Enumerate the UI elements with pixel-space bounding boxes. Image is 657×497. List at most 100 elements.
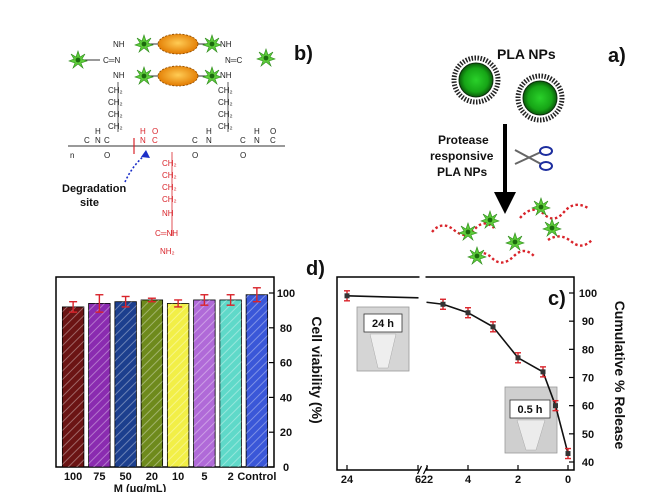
chart-c-axis-break-mark xyxy=(416,465,423,475)
chem-o: O xyxy=(152,127,158,136)
chart-c-ytick-label: 50 xyxy=(582,429,594,441)
polymer-backbone: n C N H C O N H C O C O N H C O N H C O xyxy=(68,127,285,160)
chart-c-point xyxy=(565,451,571,457)
degradation-pointer-icon xyxy=(124,150,150,183)
panel-d-letter: d) xyxy=(306,258,325,280)
chem-n: N xyxy=(206,136,212,145)
vial-05h-label: 0.5 h xyxy=(517,404,542,416)
cleaved-polymer-fragments xyxy=(431,197,593,265)
chart-c-ytick-label: 90 xyxy=(582,316,594,328)
chart-d-ylabel: Cell viability (%) xyxy=(309,316,325,423)
arrow-label-line-1: Protease xyxy=(438,133,489,147)
chart-c-ytick-label: 80 xyxy=(582,344,594,356)
arrow-label-line-2: responsive xyxy=(430,149,494,163)
chart-d-xlabel: M (μg/mL) xyxy=(114,483,167,492)
chem-nh: NH xyxy=(220,71,232,80)
chart-c-ytick-label: 70 xyxy=(582,373,594,385)
chem-ch2: CH₂ xyxy=(218,110,233,119)
panel-a-title: PLA NPs xyxy=(497,46,556,62)
conjugate-row-1: NH NH C═N N═C xyxy=(68,33,276,69)
chart-d-bars xyxy=(61,287,269,468)
chart-d-bar-hatch xyxy=(246,294,268,467)
chem-c: C xyxy=(152,136,158,145)
lysine-side-chain: CH₂ CH₂ CH₂ CH₂ NH C═NH NH₂ xyxy=(155,152,178,256)
chart-d-bar-hatch xyxy=(167,303,189,467)
chart-c-ytick-label: 40 xyxy=(582,457,594,469)
panel-a-letter: a) xyxy=(608,45,626,67)
chart-d-xtick-label: 20 xyxy=(146,471,158,483)
down-arrow-icon xyxy=(494,124,516,214)
panel-d: d) Cell viability (%) M (μg/mL) 0 20 40 60 8… xyxy=(55,258,325,495)
chem-ch2: CH₂ xyxy=(218,98,233,107)
chem-o: O xyxy=(270,127,276,136)
chart-c-point xyxy=(344,293,350,299)
vial-24h: 24 h xyxy=(356,306,410,372)
chem-h: H xyxy=(140,127,146,136)
side-chain-left: CH₂ CH₂ CH₂ CH₂ xyxy=(108,82,123,132)
chem-ch2: CH₂ xyxy=(218,122,233,131)
chem-nh: NH xyxy=(113,71,125,80)
chem-nh: NH xyxy=(113,40,125,49)
chart-d-bar-hatch xyxy=(141,299,163,467)
chart-d-xtick-label: 100 xyxy=(64,471,82,483)
chart-c-line xyxy=(426,301,444,306)
chart-d-xtick-label: 5 xyxy=(201,471,207,483)
chem-h: H xyxy=(206,127,212,136)
chem-n: N xyxy=(140,136,146,145)
chart-c-xtick-label: 0 xyxy=(565,474,571,486)
nanoparticle-1 xyxy=(451,55,501,105)
panel-c-letter: c) xyxy=(548,288,566,310)
chem-c: C xyxy=(84,136,90,145)
chem-cn: C═N xyxy=(103,56,120,65)
chart-c-point xyxy=(553,403,558,409)
chart-d-bar-hatch xyxy=(62,306,84,467)
chart-c-line xyxy=(346,295,419,299)
chem-ch2: CH₂ xyxy=(108,86,123,95)
chart-c-axis-break-top xyxy=(419,275,426,279)
chart-d-frame xyxy=(55,276,275,468)
chem-ch2: CH₂ xyxy=(162,183,177,192)
chart-d-ytick-label: 20 xyxy=(280,427,292,439)
degradation-label-line-1: Degradation xyxy=(62,183,126,195)
panel-b-letter: b) xyxy=(294,43,313,65)
chart-d-xtick-label: 50 xyxy=(120,471,132,483)
chart-c-point xyxy=(465,310,471,316)
chart-d-ytick-label: 100 xyxy=(277,288,295,300)
chem-nc: N═C xyxy=(225,56,242,65)
chart-d-xtick-label: 2 xyxy=(228,471,234,483)
chart-c-xtick-label: 6 xyxy=(415,474,421,486)
chart-d-ytick-label: 40 xyxy=(280,392,292,404)
nanoparticle-2 xyxy=(515,73,565,123)
panel-b: b) NH NH C═N N═C NH NH CH₂ CH₂ xyxy=(62,33,313,256)
panel-c: c) Cumulative % Release 405060708090100 … xyxy=(336,275,628,486)
chem-c: C xyxy=(240,136,246,145)
chem-ch2: CH₂ xyxy=(218,86,233,95)
chart-d-bar-hatch xyxy=(88,303,111,467)
chart-c-ylabel: Cumulative % Release xyxy=(612,301,628,450)
chart-c-xtick-label: 24 xyxy=(341,474,354,486)
chem-repeat: n xyxy=(70,151,74,160)
chart-d-ytick-label: 60 xyxy=(280,358,292,370)
chem-nh: NH xyxy=(220,40,232,49)
chart-c-point xyxy=(490,324,496,330)
scissors-icon xyxy=(514,146,553,171)
chart-c-xtick-label: 4 xyxy=(465,474,472,486)
vial-24h-label: 24 h xyxy=(372,318,394,330)
chart-d-bar-hatch xyxy=(219,299,242,467)
chart-c-point xyxy=(515,355,521,361)
chem-nh2: NH₂ xyxy=(160,247,175,256)
chem-nh: NH xyxy=(162,209,174,218)
chem-h: H xyxy=(95,127,101,136)
chart-c-point xyxy=(540,369,546,375)
chem-ch2: CH₂ xyxy=(108,98,123,107)
chem-h: H xyxy=(254,127,260,136)
chart-c-axis-break xyxy=(419,468,426,472)
chart-c-series xyxy=(344,290,571,460)
chart-c-xtick-label: 2 xyxy=(515,474,521,486)
vial-05h: 0.5 h xyxy=(504,386,558,454)
chart-c-xtick-label: 22 xyxy=(421,474,433,486)
chem-ch2: CH₂ xyxy=(162,159,177,168)
chem-n: N xyxy=(254,136,260,145)
